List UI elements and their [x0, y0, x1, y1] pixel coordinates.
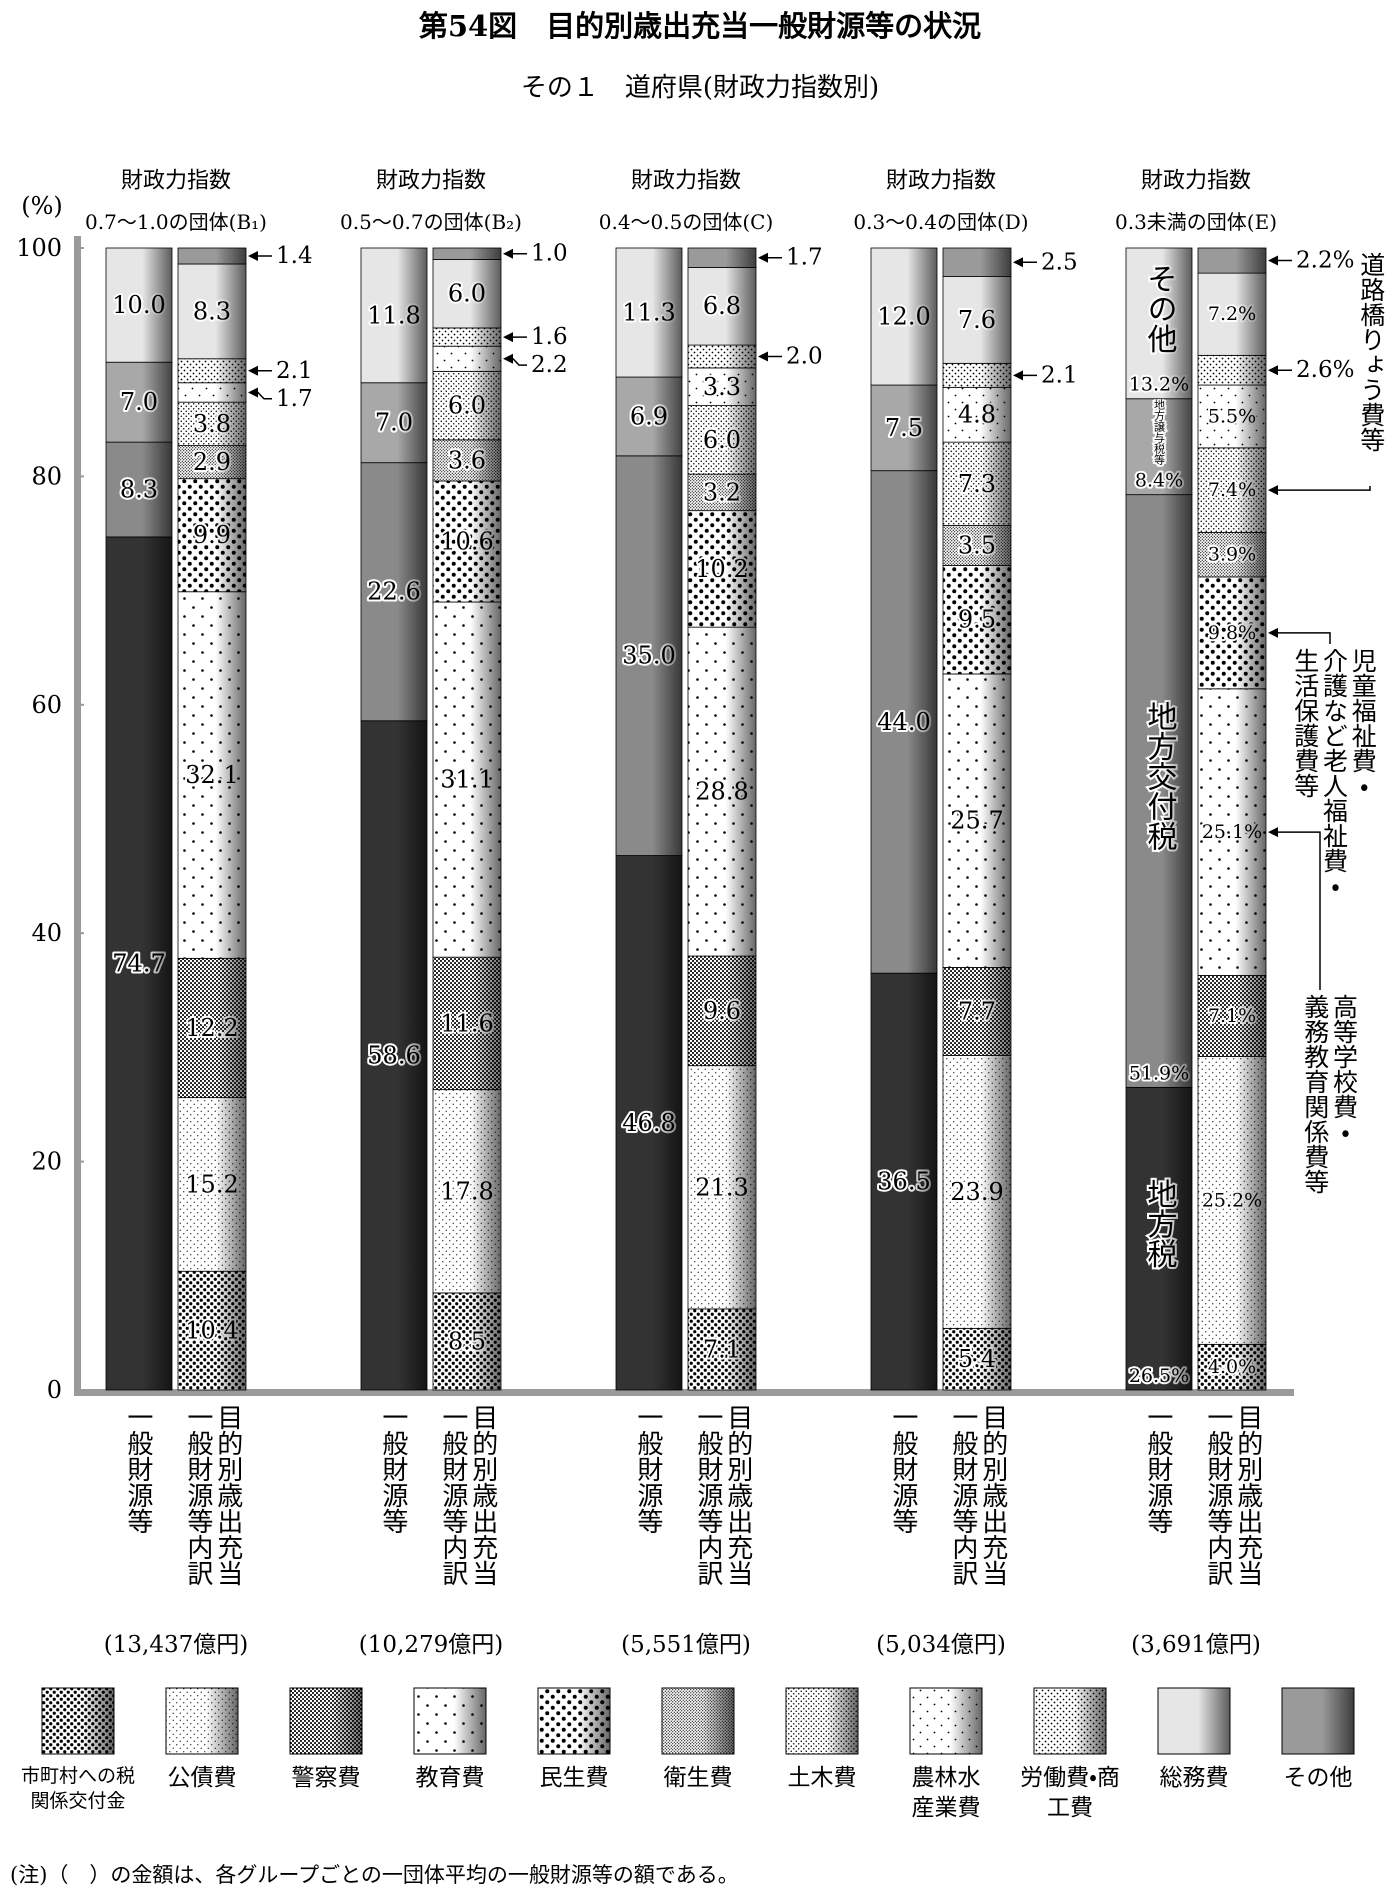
legend-shade [330, 1688, 362, 1754]
arrow-head [758, 252, 768, 263]
arrow-head [1268, 255, 1278, 266]
y-tick-label: 0 [47, 1376, 62, 1404]
bar-shade [470, 248, 501, 1390]
arrow-head [248, 250, 258, 261]
outside-label: 2.1 [1041, 362, 1078, 388]
bar-shade [142, 248, 172, 1390]
legend-shade [1198, 1688, 1230, 1754]
arrow-head [248, 387, 258, 398]
chart-title: 第54図 目的別歳出充当一般財源等の状況 [419, 9, 981, 43]
group-total: (10,279億円) [359, 1632, 503, 1658]
group-sublabel: 0.4～0.5の団体(C) [599, 210, 774, 234]
group-label: 財政力指数 [1141, 169, 1251, 194]
group-sublabel: 0.3～0.4の団体(D) [853, 210, 1028, 234]
group-total: (5,551億円) [621, 1632, 751, 1658]
y-tick-label: 80 [31, 462, 62, 490]
annotation-line [1274, 632, 1331, 644]
group-total: (3,691億円) [1131, 1632, 1261, 1658]
legend-shade [1322, 1688, 1354, 1754]
bar-shade [1162, 248, 1192, 1390]
legend-shade [82, 1688, 114, 1754]
y-tick-label: 100 [16, 234, 62, 262]
outside-label: 1.4 [276, 243, 313, 269]
group-total: (13,437億円) [104, 1632, 248, 1658]
outside-label: 1.6 [531, 324, 568, 350]
arrow-head [1268, 485, 1278, 496]
legend-shade [1074, 1688, 1106, 1754]
group-label: 財政力指数 [376, 169, 486, 194]
bar-shade [215, 248, 246, 1390]
bar-shade [652, 248, 682, 1390]
y-tick-label: 20 [31, 1148, 62, 1176]
arrow-head [1268, 827, 1278, 838]
group-sublabel: 0.3未満の団体(E) [1115, 210, 1277, 234]
outside-label: 2.5 [1041, 249, 1078, 275]
group-label: 財政力指数 [121, 169, 231, 194]
group-sublabel: 0.5～0.7の団体(B₂) [340, 210, 522, 234]
arrow-head [1268, 365, 1278, 376]
legend-shade [454, 1688, 486, 1754]
arrow-head [503, 332, 513, 343]
bar-shade [397, 248, 427, 1390]
legend-shade [206, 1688, 238, 1754]
outside-label: 2.1 [276, 358, 313, 384]
legend-shade [950, 1688, 982, 1754]
arrow-head [1013, 257, 1023, 268]
outside-label: 2.2 [531, 352, 568, 378]
annotation-line [1274, 831, 1321, 990]
arrow-head [1268, 627, 1278, 638]
group-total: (5,034億円) [876, 1632, 1006, 1658]
group-label: 財政力指数 [631, 169, 741, 194]
chart-subtitle: その１ 道府県(財政力指数別) [521, 73, 879, 103]
bar-shade [907, 248, 937, 1390]
group-label: 財政力指数 [886, 169, 996, 194]
outside-label: 2.6% [1296, 357, 1354, 383]
arrow-head [503, 353, 513, 364]
bar-shade [725, 248, 756, 1390]
outside-label: 1.0 [531, 241, 568, 267]
outside-label: 1.7 [276, 386, 313, 412]
bar-shade [980, 248, 1011, 1390]
y-unit: (%) [21, 192, 63, 220]
arrow-head [758, 351, 768, 362]
annotation-line [1274, 486, 1371, 491]
y-tick-label: 60 [31, 691, 62, 719]
arrow-head [1013, 370, 1023, 381]
legend-shade [702, 1688, 734, 1754]
bar-shade [1235, 248, 1266, 1390]
arrow-head [248, 365, 258, 376]
y-tick-label: 40 [31, 919, 62, 947]
y-axis [74, 236, 81, 1396]
x-axis [74, 1389, 1294, 1396]
outside-label: 2.2% [1296, 248, 1354, 274]
group-sublabel: 0.7～1.0の団体(B₁) [85, 210, 267, 234]
outside-label: 1.7 [786, 245, 823, 271]
legend-shade [578, 1688, 610, 1754]
legend-shade [826, 1688, 858, 1754]
outside-label: 2.0 [786, 343, 823, 369]
arrow-head [503, 248, 513, 259]
